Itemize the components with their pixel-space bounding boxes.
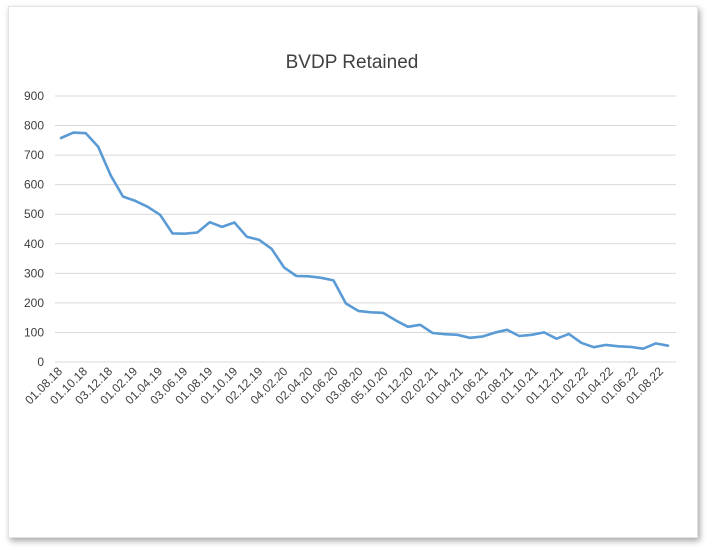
series-line	[59, 131, 670, 351]
chart-title: BVDP Retained	[285, 52, 419, 73]
y-tick-label: 100	[24, 325, 44, 339]
chart-frame	[8, 6, 698, 538]
y-tick-label: 0	[37, 355, 44, 369]
y-tick-label: 600	[24, 178, 44, 192]
y-tick-label: 900	[24, 89, 44, 103]
y-tick-label: 400	[24, 237, 44, 251]
y-tick-label: 500	[24, 207, 44, 221]
y-tick-label: 700	[24, 148, 44, 162]
y-tick-label: 300	[24, 266, 44, 280]
y-tick-label: 800	[24, 119, 44, 133]
y-tick-label: 200	[24, 296, 44, 310]
